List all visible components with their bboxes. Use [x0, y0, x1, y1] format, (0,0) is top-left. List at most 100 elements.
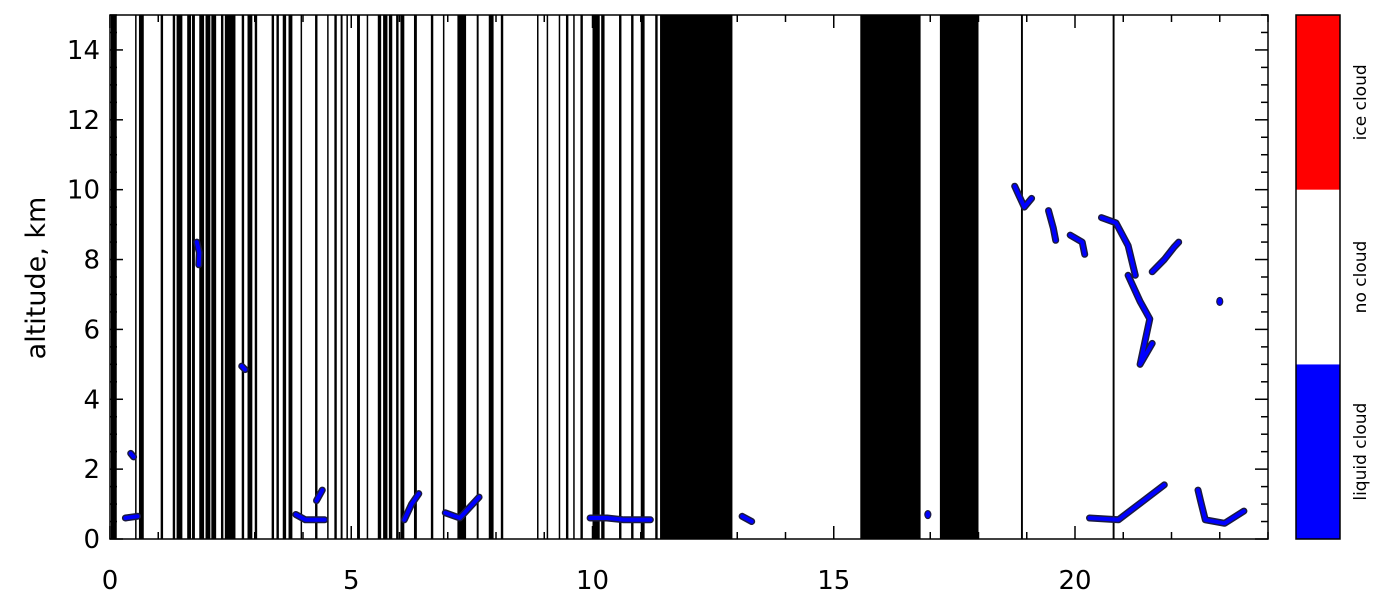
liquid-cloud-fill	[1150, 240, 1181, 274]
missing-data-band	[357, 15, 360, 539]
missing-data-band	[172, 15, 176, 539]
liquid-cloud-fill	[128, 451, 136, 459]
colorbar-border	[1295, 14, 1341, 540]
liquid-cloud-patch	[1045, 207, 1060, 244]
colorbar-segment	[1296, 15, 1340, 190]
missing-data-band	[327, 15, 329, 539]
liquid-cloud-fill	[443, 495, 482, 520]
missing-data-band	[442, 15, 445, 539]
x-tick-label: 0	[102, 566, 119, 596]
missing-data-band	[192, 15, 195, 539]
liquid-cloud-patch	[1086, 481, 1168, 524]
missing-data-band	[224, 15, 236, 539]
missing-data-band	[160, 15, 164, 539]
missing-data-band	[396, 15, 399, 539]
liquid-cloud-patch	[292, 511, 329, 524]
missing-data-band	[241, 15, 245, 539]
missing-data-band	[247, 15, 253, 539]
liquid-cloud-patch	[1216, 296, 1224, 307]
liquid-cloud-fill	[314, 488, 325, 503]
missing-data-band	[500, 15, 504, 539]
missing-data-band	[1020, 15, 1023, 539]
colorbar-label: liquid cloud	[1351, 403, 1371, 501]
liquid-cloud-fill	[123, 514, 140, 520]
missing-data-band	[655, 15, 658, 539]
liquid-cloud-cell	[924, 509, 932, 520]
missing-data-band	[573, 15, 575, 539]
missing-data-band	[860, 15, 921, 539]
y-tick-label: 2	[83, 455, 100, 485]
liquid-cloud-fill	[1099, 215, 1138, 278]
liquid-cloud-patch	[1066, 231, 1089, 258]
missing-data-band	[640, 15, 645, 539]
missing-data-band	[346, 15, 348, 539]
missing-data-band	[340, 15, 343, 539]
missing-data-band	[366, 15, 369, 539]
missing-data-band	[199, 15, 205, 539]
liquid-cloud-fill	[1196, 488, 1246, 526]
y-tick-label: 6	[83, 315, 100, 345]
missing-data-band	[619, 15, 622, 539]
y-tick-label: 0	[83, 525, 100, 555]
x-tick-label: 10	[576, 566, 609, 596]
liquid-cloud-fill	[1012, 184, 1034, 210]
missing-data-band	[565, 15, 569, 539]
colorbar-segment	[1296, 189, 1340, 365]
liquid-cloud-patch	[1194, 486, 1248, 527]
missing-data-band	[187, 15, 192, 539]
missing-data-band	[176, 15, 183, 539]
liquid-cloud-patch	[193, 238, 203, 269]
missing-data-band	[135, 15, 137, 539]
liquid-cloud-patch	[924, 509, 932, 520]
missing-data-band	[413, 15, 417, 539]
liquid-cloud-fill	[1126, 273, 1155, 367]
liquid-cloud-patch	[238, 362, 249, 374]
missing-data-band	[537, 15, 539, 539]
missing-data-band	[601, 15, 605, 539]
liquid-cloud-patch	[1148, 238, 1183, 276]
x-axis: 0 5 10 15 20	[102, 15, 1269, 596]
x-tick-label: 20	[1058, 566, 1091, 596]
missing-data-band	[315, 15, 318, 539]
missing-data-band	[211, 15, 217, 539]
missing-data-band	[400, 15, 405, 539]
missing-data-band	[220, 15, 224, 539]
missing-data-band	[276, 15, 279, 539]
missing-data-band	[580, 15, 583, 539]
colorbar-label: no cloud	[1351, 241, 1371, 314]
liquid-cloud-fill	[1087, 482, 1167, 522]
colorbar-label: ice cloud	[1351, 64, 1371, 140]
missing-data-band	[205, 15, 211, 539]
plot-content	[110, 15, 1268, 539]
liquid-cloud-patch	[1011, 182, 1036, 211]
liquid-cloud-patch	[313, 486, 326, 505]
liquid-cloud-fill	[1046, 208, 1058, 243]
missing-data-band	[334, 15, 337, 539]
y-axis-label: altitude, km	[21, 197, 52, 360]
y-tick-label: 10	[67, 176, 100, 206]
missing-data-band	[660, 15, 733, 539]
liquid-cloud-patch	[121, 512, 141, 522]
missing-data-band	[939, 15, 979, 539]
missing-data-band	[1112, 15, 1115, 539]
missing-data-band	[282, 15, 287, 539]
y-tick-label: 12	[67, 106, 100, 136]
y-tick-label: 8	[83, 246, 100, 276]
missing-data-band	[631, 15, 634, 539]
liquid-cloud-fill	[293, 512, 327, 522]
missing-data-band	[558, 15, 561, 539]
missing-data-band	[138, 15, 144, 539]
missing-data-band	[271, 15, 275, 539]
colorbar-segment	[1296, 364, 1340, 539]
liquid-cloud-patch	[738, 512, 756, 525]
liquid-cloud-fill	[740, 514, 754, 524]
missing-data-band	[377, 15, 382, 539]
missing-data-band	[476, 15, 479, 539]
missing-data-band	[383, 15, 388, 539]
liquid-cloud-patch	[586, 514, 654, 524]
y-axis: 0 2 4 6 8 10 12 14	[67, 14, 1268, 555]
missing-data-band	[300, 15, 303, 539]
liquid-cloud-fill	[402, 491, 421, 522]
y-tick-label: 14	[67, 36, 100, 66]
